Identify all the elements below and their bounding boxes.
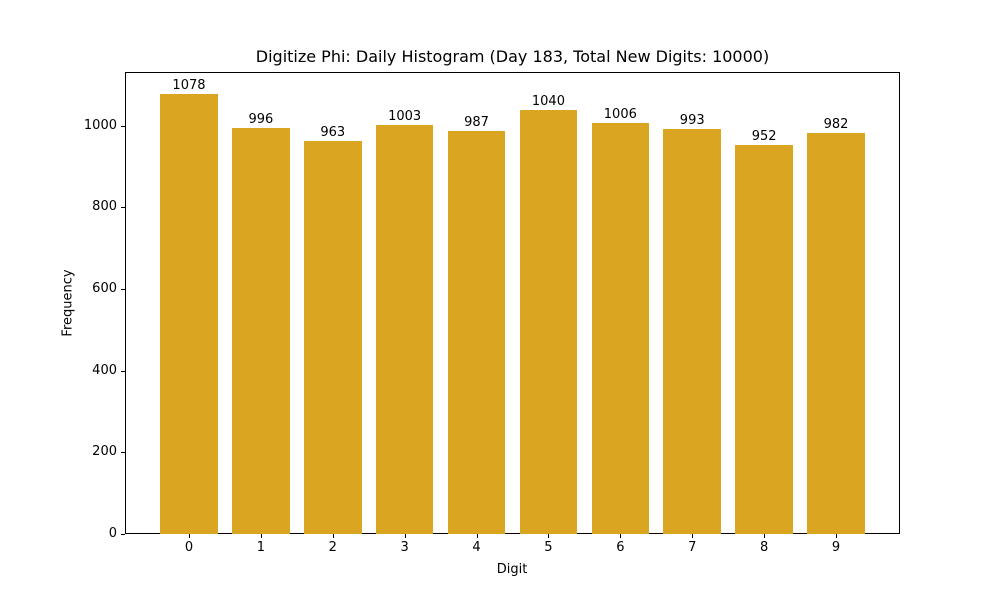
x-tick-label: 8 (759, 540, 769, 555)
bar-value-label: 996 (248, 111, 274, 127)
bar-value-label: 1003 (388, 108, 422, 124)
y-tick-label: 800 (92, 199, 117, 215)
bar-value-label: 1006 (603, 107, 637, 123)
bar-digit-5 (519, 109, 578, 534)
bar-value-label: 987 (464, 115, 489, 131)
chart-title: Digitize Phi: Daily Histogram (Day 183, … (255, 47, 770, 66)
y-tick-label: 600 (92, 281, 117, 297)
y-tick-mark (121, 370, 125, 372)
bar-digit-6 (591, 123, 650, 534)
x-tick-label: 5 (544, 540, 553, 555)
bar-value-label: 1040 (531, 93, 565, 109)
x-tick-label: 2 (328, 540, 337, 555)
x-tick-label: 4 (472, 540, 481, 555)
x-tick-mark (404, 534, 406, 538)
y-tick-label: 200 (92, 444, 117, 460)
bar-digit-4 (447, 131, 506, 534)
y-tick-mark (121, 125, 125, 127)
x-tick-mark (620, 534, 622, 538)
bar-digit-3 (375, 124, 434, 534)
bar-value-label: 952 (751, 129, 777, 145)
y-tick-label: 400 (92, 362, 117, 378)
x-tick-mark (692, 534, 694, 538)
x-tick-label: 6 (616, 540, 625, 555)
bar-value-label: 993 (679, 112, 705, 128)
x-tick-mark (548, 534, 550, 538)
x-tick-mark (836, 534, 838, 538)
x-tick-label: 3 (400, 540, 409, 555)
y-tick-mark (121, 289, 125, 291)
bar-digit-8 (735, 145, 793, 534)
x-tick-mark (188, 534, 190, 538)
bar-value-label: 963 (320, 124, 346, 140)
bar-digit-1 (232, 127, 290, 534)
y-tick-label: 0 (108, 526, 117, 541)
bar-digit-0 (160, 94, 218, 534)
bar-value-label: 1078 (172, 78, 206, 94)
bar-digit-7 (663, 128, 721, 534)
plot-area (125, 72, 900, 534)
x-tick-mark (260, 534, 262, 538)
bar-digit-9 (807, 133, 865, 534)
y-tick-mark (121, 452, 125, 454)
x-tick-mark (476, 534, 478, 538)
x-tick-mark (332, 534, 334, 538)
x-tick-mark (764, 534, 766, 538)
y-axis-label: Frequency (60, 269, 76, 337)
y-tick-mark (121, 207, 125, 209)
y-tick-label: 1000 (83, 117, 117, 133)
x-tick-label: 0 (184, 540, 194, 555)
x-tick-label: 9 (831, 540, 841, 555)
x-axis-label: Digit (496, 562, 528, 577)
x-tick-label: 1 (256, 540, 266, 555)
y-tick-mark (121, 534, 125, 535)
x-tick-label: 7 (688, 540, 697, 555)
bar-value-label: 982 (823, 117, 849, 133)
bar-digit-2 (304, 140, 362, 534)
